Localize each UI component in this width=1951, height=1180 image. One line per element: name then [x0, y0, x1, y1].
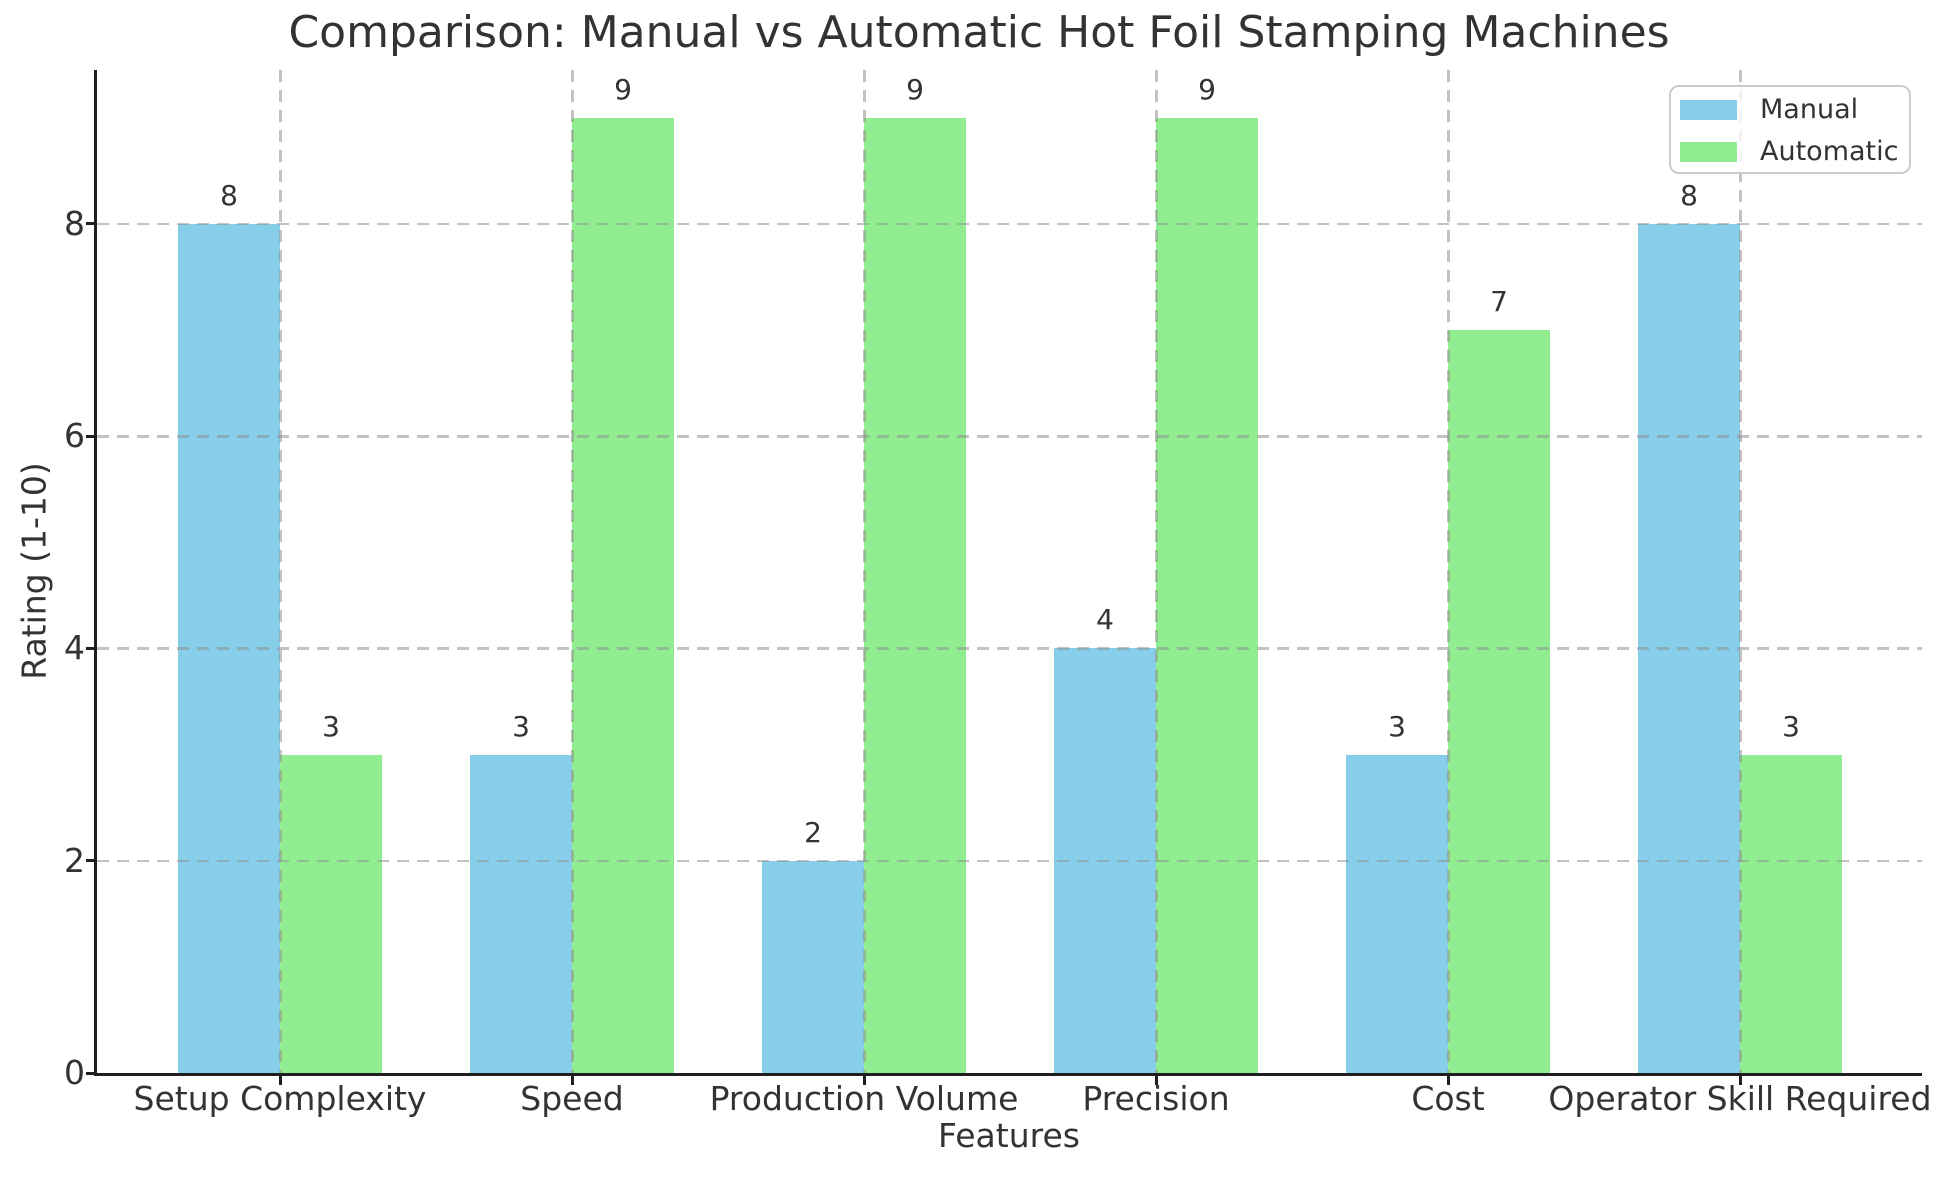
y-tick-label-2: 2	[64, 840, 85, 880]
legend: Manual Automatic	[1669, 85, 1911, 174]
plot-area: 8 3 2 4 3 8 3 9 9 9 7 3	[94, 70, 1922, 1076]
gridline-vertical-production-volume	[863, 70, 866, 1073]
x-tick-mark-production-volume	[862, 1074, 866, 1085]
y-tick-mark-4	[86, 646, 97, 650]
bar-manual-production-volume	[762, 860, 864, 1073]
legend-label-manual: Manual	[1760, 94, 1859, 125]
x-tick-label-setup-complexity: Setup Complexity	[133, 1079, 427, 1118]
x-tick-mark-precision	[1154, 1074, 1158, 1085]
y-tick-label-6: 6	[64, 416, 85, 456]
x-tick-label-cost: Cost	[1411, 1079, 1485, 1118]
bar-value-automatic-cost: 7	[1490, 285, 1508, 319]
x-tick-label-speed: Speed	[520, 1079, 624, 1118]
bar-value-manual-production-volume: 2	[804, 815, 822, 849]
bar-automatic-cost	[1448, 330, 1550, 1073]
chart-title: Comparison: Manual vs Automatic Hot Foil…	[288, 7, 1670, 58]
legend-items: Manual Automatic	[1680, 94, 1909, 167]
y-tick-label-8: 8	[64, 203, 85, 243]
x-axis-label: Features	[938, 1116, 1080, 1155]
x-tick-mark-operator-skill-required	[1738, 1074, 1742, 1085]
bar-value-manual-operator-skill-required: 8	[1680, 178, 1698, 212]
x-tick-label-production-volume: Production Volume	[709, 1079, 1019, 1118]
legend-item-manual: Manual	[1680, 94, 1909, 125]
bar-value-manual-precision: 4	[1096, 603, 1114, 637]
x-tick-label-precision: Precision	[1082, 1079, 1230, 1118]
legend-swatch-automatic	[1680, 142, 1737, 162]
gridline-horizontal-6	[97, 435, 1922, 438]
bar-automatic-precision	[1156, 117, 1258, 1073]
legend-label-automatic: Automatic	[1760, 136, 1899, 167]
gridline-horizontal-8	[97, 222, 1922, 226]
x-tick-label-operator-skill-required: Operator Skill Required	[1548, 1079, 1932, 1118]
gridline-vertical-precision	[1155, 70, 1158, 1073]
gridline-horizontal-2	[97, 859, 1922, 863]
y-axis-label: Rating (1-10)	[14, 462, 54, 680]
bar-value-automatic-speed: 9	[614, 72, 632, 106]
bar-automatic-setup-complexity	[280, 754, 382, 1073]
bar-automatic-operator-skill-required	[1740, 754, 1842, 1073]
bar-value-manual-cost: 3	[1388, 709, 1406, 743]
gridline-vertical-cost	[1447, 70, 1450, 1073]
y-tick-mark-8	[86, 222, 97, 226]
y-tick-mark-0	[86, 1071, 97, 1075]
bar-manual-speed	[470, 754, 572, 1073]
legend-swatch-manual	[1680, 100, 1737, 120]
y-tick-mark-6	[86, 434, 97, 438]
y-tick-label-0: 0	[64, 1053, 85, 1092]
bar-automatic-production-volume	[864, 117, 966, 1073]
gridline-vertical-speed	[571, 70, 574, 1073]
y-tick-mark-2	[86, 859, 97, 863]
legend-item-automatic: Automatic	[1680, 136, 1909, 167]
x-tick-mark-cost	[1446, 1074, 1450, 1085]
gridline-horizontal-4	[97, 647, 1922, 650]
bar-manual-cost	[1346, 754, 1448, 1073]
bar-value-automatic-precision: 9	[1198, 72, 1216, 106]
y-tick-label-4: 4	[64, 628, 85, 668]
bar-value-automatic-operator-skill-required: 3	[1782, 709, 1800, 743]
gridline-vertical-setup-complexity	[279, 70, 282, 1073]
gridline-vertical-operator-skill-required	[1739, 70, 1742, 1073]
x-tick-mark-setup-complexity	[278, 1074, 282, 1085]
bar-value-manual-speed: 3	[512, 709, 530, 743]
bar-value-manual-setup-complexity: 8	[220, 178, 238, 212]
bar-value-automatic-production-volume: 9	[906, 72, 924, 106]
bar-automatic-speed	[572, 117, 674, 1073]
bar-value-automatic-setup-complexity: 3	[322, 709, 340, 743]
x-tick-mark-speed	[570, 1074, 574, 1085]
